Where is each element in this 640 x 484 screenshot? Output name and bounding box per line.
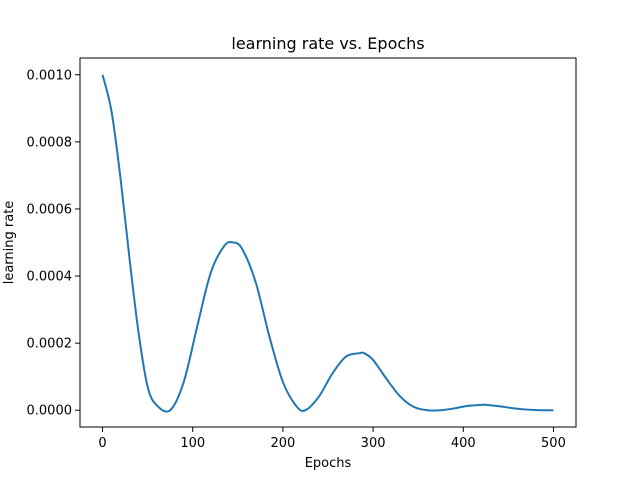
x-tick-label: 200 [270, 436, 295, 451]
y-tick-label: 0.0008 [27, 135, 73, 150]
x-axis-label: Epochs [305, 456, 352, 471]
series-line-0 [101, 74, 554, 413]
x-tick-label: 100 [180, 436, 205, 451]
y-tick-label: 0.0000 [27, 404, 73, 419]
x-tick-label: 400 [451, 436, 476, 451]
y-tick-label: 0.0004 [27, 270, 73, 285]
y-tick-label: 0.0006 [27, 202, 73, 217]
x-axis: 0 100 200 300 400 500 [98, 427, 566, 451]
plot-area-frame [79, 57, 577, 428]
y-axis: 0.0000 0.0002 0.0004 0.0006 0.0008 0.0010 [27, 68, 80, 419]
y-tick-label: 0.0010 [27, 68, 73, 83]
chart-title: learning rate vs. Epochs [231, 34, 424, 53]
y-tick-label: 0.0002 [27, 337, 73, 352]
x-tick-label: 0 [98, 436, 106, 451]
y-axis-label: learning rate [2, 201, 17, 285]
x-tick-label: 500 [541, 436, 566, 451]
x-tick-label: 300 [361, 436, 386, 451]
